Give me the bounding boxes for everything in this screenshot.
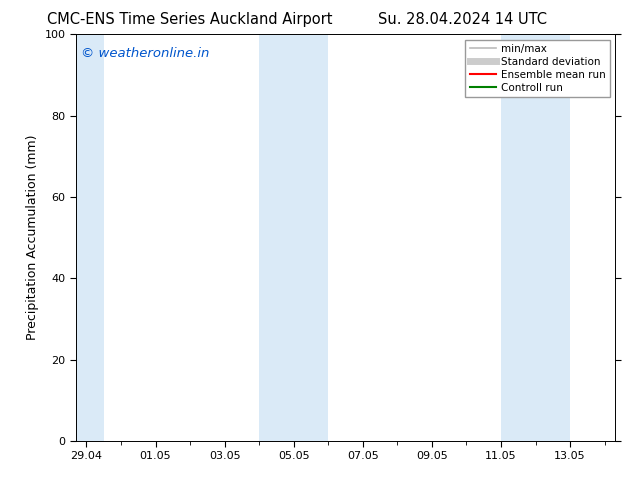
Text: © weatheronline.in: © weatheronline.in: [81, 47, 210, 59]
Bar: [259, 34, 328, 441]
Bar: [76, 34, 104, 441]
Y-axis label: Precipitation Accumulation (mm): Precipitation Accumulation (mm): [26, 135, 39, 341]
Text: CMC-ENS Time Series Auckland Airport: CMC-ENS Time Series Auckland Airport: [48, 12, 333, 27]
Text: Su. 28.04.2024 14 UTC: Su. 28.04.2024 14 UTC: [378, 12, 547, 27]
Legend: min/max, Standard deviation, Ensemble mean run, Controll run: min/max, Standard deviation, Ensemble me…: [465, 40, 610, 97]
Bar: [501, 34, 570, 441]
